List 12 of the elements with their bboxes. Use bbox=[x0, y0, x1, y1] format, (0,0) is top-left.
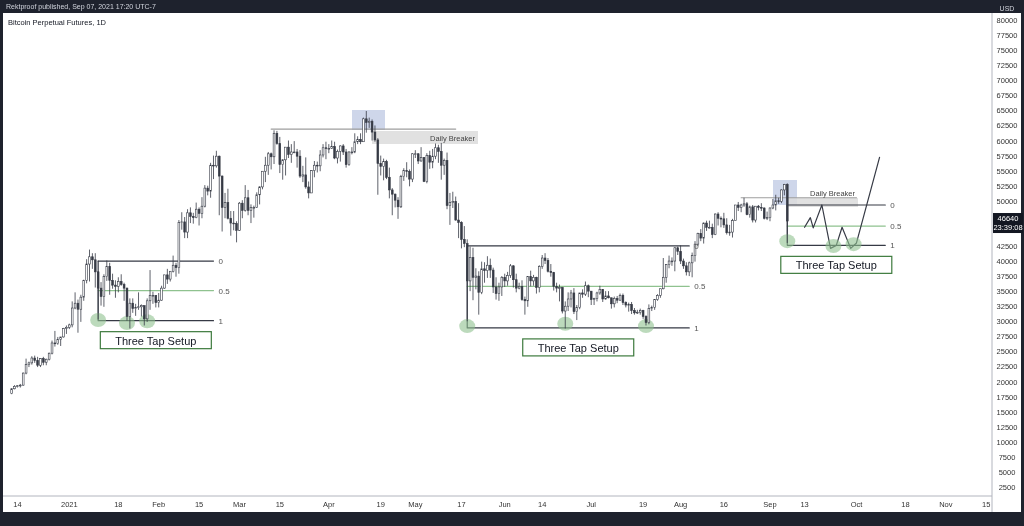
annotation: 0.5 bbox=[890, 222, 902, 232]
annotation: 0.5 bbox=[694, 282, 706, 292]
annotation: Three Tap Setup bbox=[537, 341, 619, 354]
annotation: Three Tap Setup bbox=[115, 334, 197, 347]
annotation: 0 bbox=[694, 241, 700, 251]
annotation: 1 bbox=[218, 316, 224, 326]
annotation: 1 bbox=[890, 241, 896, 251]
annotation: Three Tap Setup bbox=[795, 259, 877, 272]
annotation: 1 bbox=[694, 323, 700, 333]
annotation: 0.5 bbox=[218, 286, 231, 296]
annotation: 0 bbox=[890, 200, 896, 210]
annotation: 0 bbox=[218, 257, 224, 267]
